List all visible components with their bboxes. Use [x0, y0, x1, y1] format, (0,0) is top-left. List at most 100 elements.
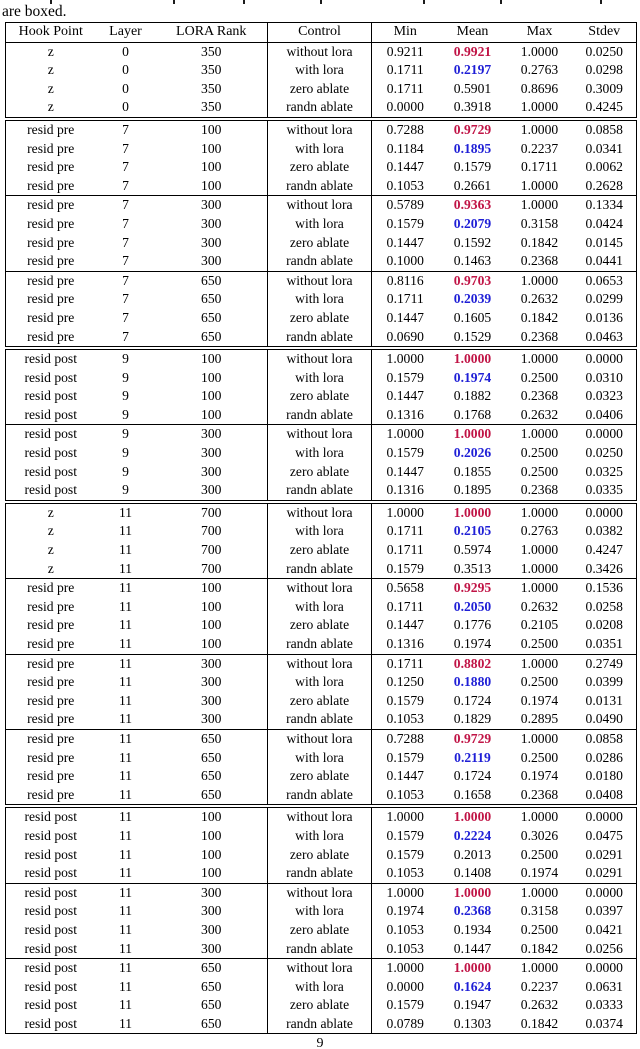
cell-stdev: 0.0136 [572, 308, 637, 328]
table-body: z 0 350 without lora 0.9211 0.9921 1.0000 0.025… [5, 42, 637, 1035]
cell-max: 1.0000 [506, 117, 573, 140]
cell-max: 0.1711 [521, 159, 558, 175]
cell-max: 0.8696 [520, 80, 559, 96]
table-row: resid pre 7 650 without lora 0.8116 0.9703 1.0… [5, 270, 637, 291]
cell-hook-point: resid pre [5, 578, 96, 598]
cell-min: 0.1579 [386, 749, 424, 765]
cell-lora-rank: 100 [201, 159, 222, 175]
cell-mean: 0.1303 [438, 1014, 507, 1035]
table-row: z 0 350 zero ablate 0.1711 0.5901 0.8696 0.3009 [5, 79, 637, 99]
cell-layer: 11 [118, 827, 133, 843]
cell-layer: 11 [95, 728, 156, 749]
cell-mean: 0.2039 [453, 291, 492, 307]
cell-control: without lora [267, 728, 372, 749]
cell-stdev: 0.0291 [572, 845, 637, 865]
cell-stdev: 0.0408 [572, 785, 637, 807]
cell-stdev: 0.0180 [572, 767, 637, 786]
cell-stdev: 0.0490 [572, 710, 637, 730]
cell-control: zero ablate [267, 691, 372, 711]
table-row: resid pre 7 650 randn ablate 0.0690 0.1529 0.2… [5, 327, 637, 349]
table-row: resid pre 7 100 randn ablate 0.1053 0.2661 1.0… [5, 176, 637, 196]
cell-stdev: 0.0000 [572, 804, 637, 827]
cell-lora-rank: 100 [201, 369, 222, 385]
cell-lora-rank: 100 [155, 804, 268, 827]
cell-lora-rank: 100 [155, 346, 268, 369]
cell-stdev: 0.0351 [572, 635, 637, 655]
cell-stdev: 0.0145 [572, 233, 637, 253]
caption-text: are boxed. [2, 3, 67, 20]
cell-hook-point: resid pre [5, 616, 96, 635]
cell-control: zero ablate [267, 308, 372, 328]
cell-max: 1.0000 [506, 728, 573, 749]
cell-hook-point: resid pre [5, 785, 96, 807]
cell-mean: 0.1895 [453, 482, 492, 498]
cell-min: 1.0000 [371, 882, 439, 903]
cell-lora-rank: 300 [155, 195, 268, 215]
cell-hook-point: resid post [5, 920, 96, 940]
col-header-layer: Layer [95, 22, 156, 43]
col-header-hook-point: Hook Point [5, 22, 96, 43]
table-row: z 0 350 randn ablate 0.0000 0.3918 1.0000 0.424… [5, 98, 637, 119]
cell-layer: 7 [122, 159, 129, 175]
cell-mean: 0.1768 [453, 406, 492, 422]
cell-lora-rank: 100 [201, 406, 222, 422]
cell-hook-point: resid pre [5, 176, 96, 196]
cell-min: 0.1447 [386, 159, 424, 175]
cell-lora-rank: 650 [201, 768, 222, 784]
table-row: resid pre 7 300 zero ablate 0.1447 0.1592 0.18… [5, 233, 637, 253]
cell-mean: 0.3918 [453, 99, 492, 115]
cell-control: randn ablate [267, 864, 372, 884]
cell-min: 0.1316 [386, 636, 424, 651]
cell-mean: 0.2368 [453, 903, 492, 919]
table-row: resid pre 7 100 zero ablate 0.1447 0.1579 0.17… [5, 158, 637, 177]
cell-layer: 9 [95, 346, 156, 369]
cell-min: 0.1579 [386, 692, 424, 708]
table-row: resid post 11 650 with lora 0.0000 0.1624 0.22… [5, 977, 637, 997]
cell-min: 0.1053 [386, 786, 424, 802]
cell-hook-point: resid post [5, 405, 96, 425]
cell-stdev: 0.2628 [572, 176, 637, 196]
cell-control: zero ablate [267, 387, 372, 406]
cell-layer: 0 [122, 62, 129, 78]
cell-hook-point: resid post [5, 424, 96, 445]
cell-mean: 0.8802 [438, 653, 507, 674]
cell-max: 1.0000 [520, 542, 559, 558]
cell-max: 1.0000 [506, 578, 573, 598]
table-row: resid pre 11 650 zero ablate 0.1447 0.1724 0.1… [5, 767, 637, 786]
cell-stdev: 0.0298 [572, 61, 637, 80]
cell-hook-point: resid pre [5, 139, 96, 159]
cell-hook-point: z [5, 522, 96, 542]
cell-max: 1.0000 [520, 99, 559, 115]
cell-mean: 0.5901 [453, 80, 492, 96]
cell-mean: 0.1408 [453, 865, 492, 881]
cell-lora-rank: 700 [201, 542, 222, 558]
cell-control: randn ablate [267, 98, 372, 119]
cell-lora-rank: 650 [201, 749, 222, 765]
table-row: resid pre 7 650 zero ablate 0.1447 0.1605 0.18… [5, 308, 637, 328]
cell-max: 0.2237 [520, 140, 559, 156]
cell-min: 0.1184 [386, 140, 424, 156]
cell-max: 0.2368 [520, 253, 559, 269]
cell-layer: 11 [118, 768, 133, 784]
cell-lora-rank: 350 [201, 80, 222, 96]
cell-min: 1.0000 [371, 804, 439, 827]
cell-layer: 11 [95, 653, 156, 674]
cell-min: 0.1316 [386, 406, 424, 422]
cell-mean: 0.1880 [453, 674, 492, 690]
cell-control: randn ablate [267, 405, 372, 425]
table-row: resid post 9 100 with lora 0.1579 0.1974 0.250… [5, 368, 637, 388]
cell-layer: 9 [122, 406, 129, 422]
cell-control: zero ablate [267, 920, 372, 940]
cell-hook-point: resid post [5, 977, 96, 997]
page-number: 9 [316, 1036, 324, 1049]
cell-control: with lora [267, 522, 372, 542]
cell-max: 0.3158 [520, 215, 559, 231]
cell-stdev: 0.0062 [572, 158, 637, 177]
cell-max: 0.2237 [520, 978, 559, 994]
cell-lora-rank: 300 [201, 445, 222, 461]
cell-stdev: 0.0000 [572, 346, 637, 369]
cell-control: with lora [267, 597, 372, 617]
cell-min: 0.0000 [386, 978, 424, 994]
cell-lora-rank: 300 [201, 215, 222, 231]
